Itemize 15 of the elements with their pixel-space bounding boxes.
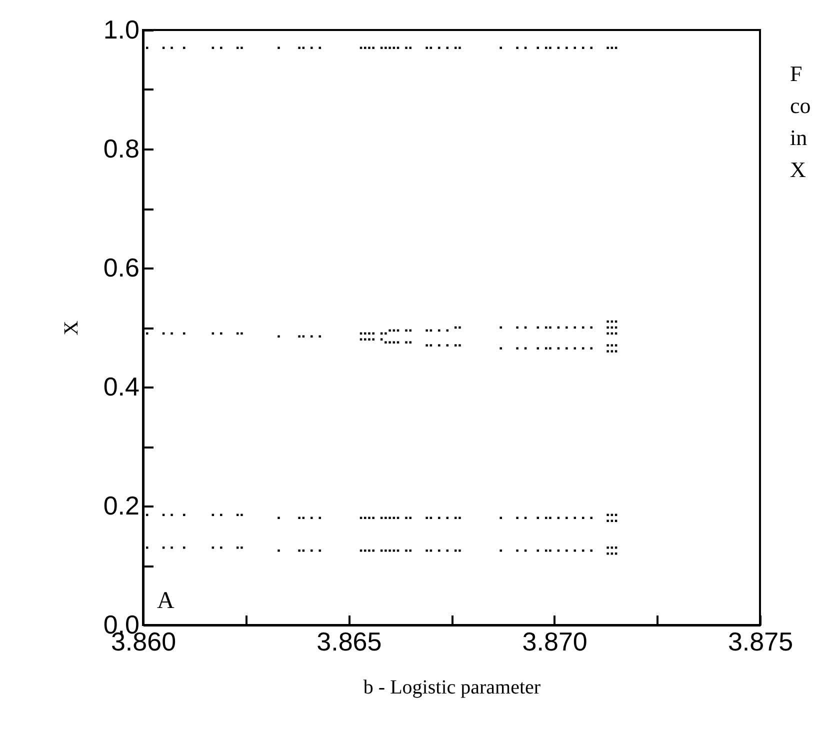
x-tick-label: 3.870 [522,626,588,656]
x-tick-label: 3.865 [316,626,382,656]
y-tick-label: 0.8 [103,134,140,164]
text: in [790,124,808,152]
y-tick-label: 0.4 [103,372,140,402]
annotation: A [157,588,175,614]
text: F [790,60,804,88]
y-tick-label: 0.6 [103,252,140,282]
x-tick-label: 3.875 [728,626,794,656]
text: co [790,92,811,120]
y-tick-label: 0.2 [103,490,140,520]
text: X [790,156,807,184]
y-tick-label: 1.0 [103,14,140,44]
y-axis-title: X [60,320,82,336]
x-axis-title: b - Logistic parameter [363,676,541,698]
